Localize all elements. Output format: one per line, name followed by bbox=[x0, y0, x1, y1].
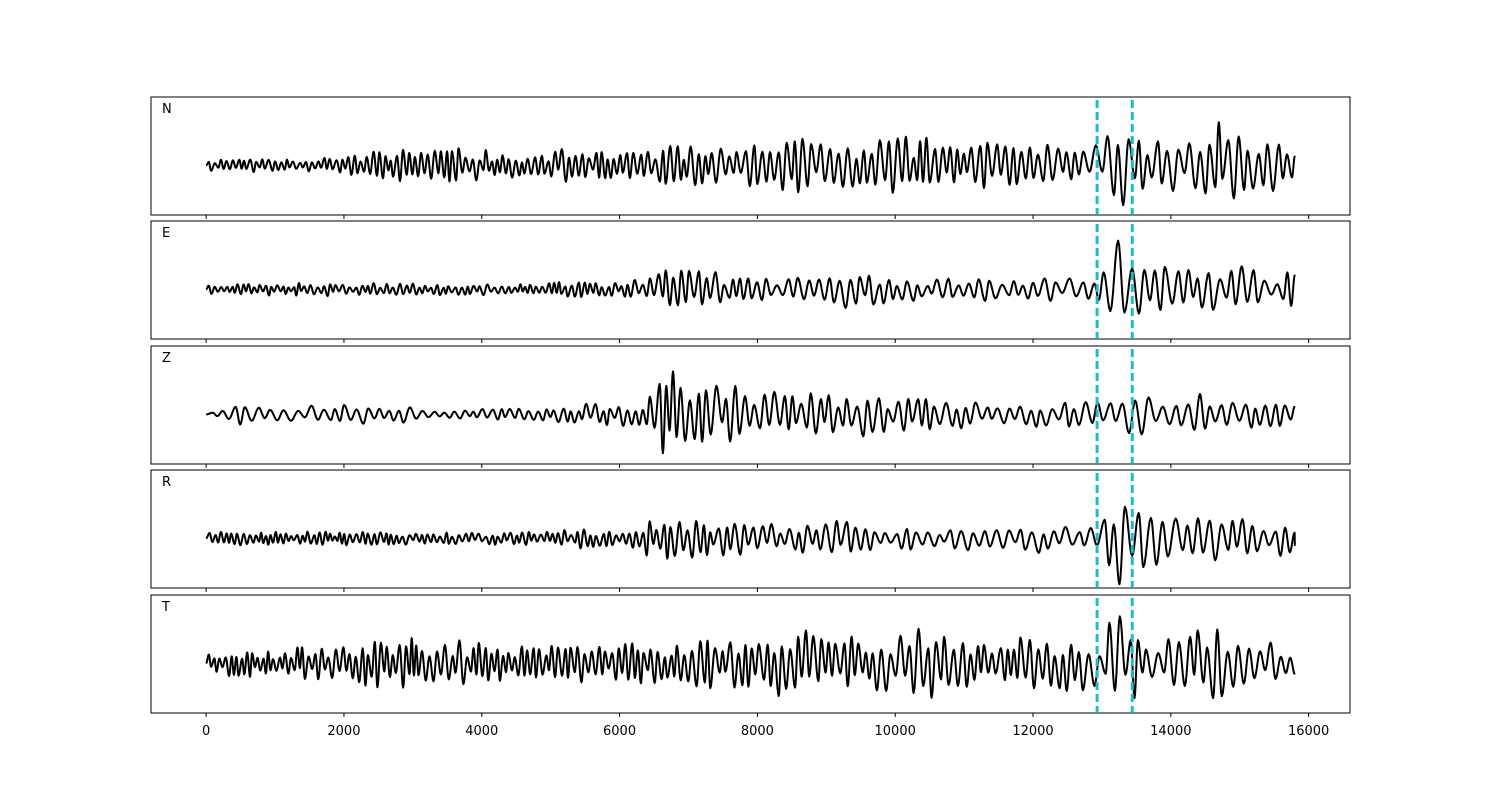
panel-frame bbox=[150, 594, 1351, 714]
x-tick-label: 6000 bbox=[603, 724, 636, 739]
x-tick-label: 14000 bbox=[1150, 724, 1191, 739]
panel-z: Z bbox=[150, 345, 1351, 468]
x-tick-label: 10000 bbox=[875, 724, 916, 739]
panel-label: E bbox=[162, 226, 170, 241]
panels-group: N E Z R T bbox=[150, 96, 1351, 717]
panel-n: N bbox=[150, 96, 1351, 219]
panel-r: R bbox=[150, 469, 1351, 592]
panel-label: T bbox=[161, 600, 170, 615]
panel-frame bbox=[150, 345, 1351, 465]
x-tick-label: 12000 bbox=[1012, 724, 1053, 739]
x-tick-label: 4000 bbox=[465, 724, 498, 739]
x-tick-label: 0 bbox=[202, 724, 210, 739]
panel-frame bbox=[150, 469, 1351, 589]
x-tick-label: 16000 bbox=[1288, 724, 1329, 739]
waveform-t bbox=[205, 615, 1296, 700]
panel-t: T bbox=[150, 594, 1351, 717]
panel-frame bbox=[150, 96, 1351, 216]
waveform-r bbox=[205, 505, 1296, 586]
panel-label: N bbox=[162, 102, 172, 117]
x-axis: 0 2000 4000 6000 8000 10000 12000 14000 16000 bbox=[202, 724, 1329, 739]
waveform-z bbox=[206, 370, 1296, 455]
x-tick-label: 8000 bbox=[741, 724, 774, 739]
x-tick-label: 2000 bbox=[327, 724, 360, 739]
panel-e: E bbox=[150, 220, 1351, 343]
panel-label: R bbox=[162, 475, 171, 490]
panel-label: Z bbox=[162, 351, 171, 366]
waveform-n bbox=[205, 121, 1296, 207]
waveform-e bbox=[205, 239, 1296, 315]
panel-frame bbox=[150, 220, 1351, 340]
